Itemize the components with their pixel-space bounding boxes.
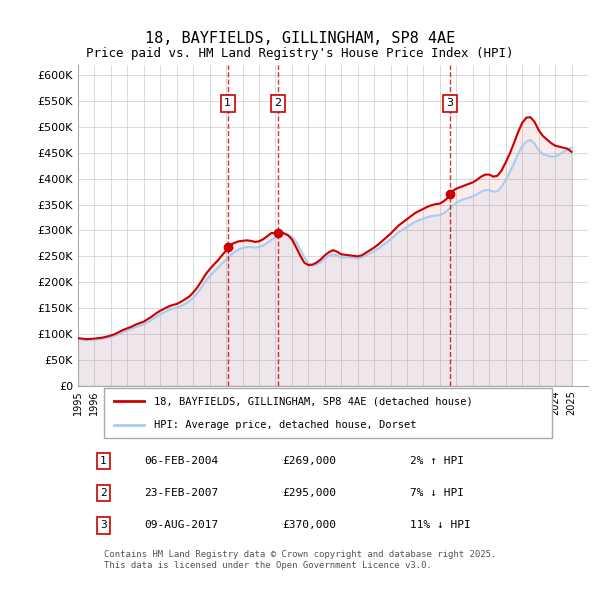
Text: 3: 3 bbox=[446, 99, 454, 109]
Text: 11% ↓ HPI: 11% ↓ HPI bbox=[409, 520, 470, 530]
Text: HPI: Average price, detached house, Dorset: HPI: Average price, detached house, Dors… bbox=[155, 420, 417, 430]
Text: 06-FEB-2004: 06-FEB-2004 bbox=[145, 456, 218, 466]
Text: 18, BAYFIELDS, GILLINGHAM, SP8 4AE (detached house): 18, BAYFIELDS, GILLINGHAM, SP8 4AE (deta… bbox=[155, 396, 473, 406]
Text: Contains HM Land Registry data © Crown copyright and database right 2025.
This d: Contains HM Land Registry data © Crown c… bbox=[104, 550, 496, 569]
Text: 3: 3 bbox=[100, 520, 107, 530]
Text: 1: 1 bbox=[224, 99, 231, 109]
Text: £295,000: £295,000 bbox=[282, 488, 336, 498]
Text: 7% ↓ HPI: 7% ↓ HPI bbox=[409, 488, 464, 498]
Text: £370,000: £370,000 bbox=[282, 520, 336, 530]
Text: 09-AUG-2017: 09-AUG-2017 bbox=[145, 520, 218, 530]
FancyBboxPatch shape bbox=[104, 388, 552, 438]
Text: 2: 2 bbox=[100, 488, 107, 498]
Text: 1: 1 bbox=[100, 456, 107, 466]
Text: 23-FEB-2007: 23-FEB-2007 bbox=[145, 488, 218, 498]
Text: 2% ↑ HPI: 2% ↑ HPI bbox=[409, 456, 464, 466]
Text: 2: 2 bbox=[274, 99, 281, 109]
Text: Price paid vs. HM Land Registry's House Price Index (HPI): Price paid vs. HM Land Registry's House … bbox=[86, 47, 514, 60]
Text: £269,000: £269,000 bbox=[282, 456, 336, 466]
Text: 18, BAYFIELDS, GILLINGHAM, SP8 4AE: 18, BAYFIELDS, GILLINGHAM, SP8 4AE bbox=[145, 31, 455, 46]
